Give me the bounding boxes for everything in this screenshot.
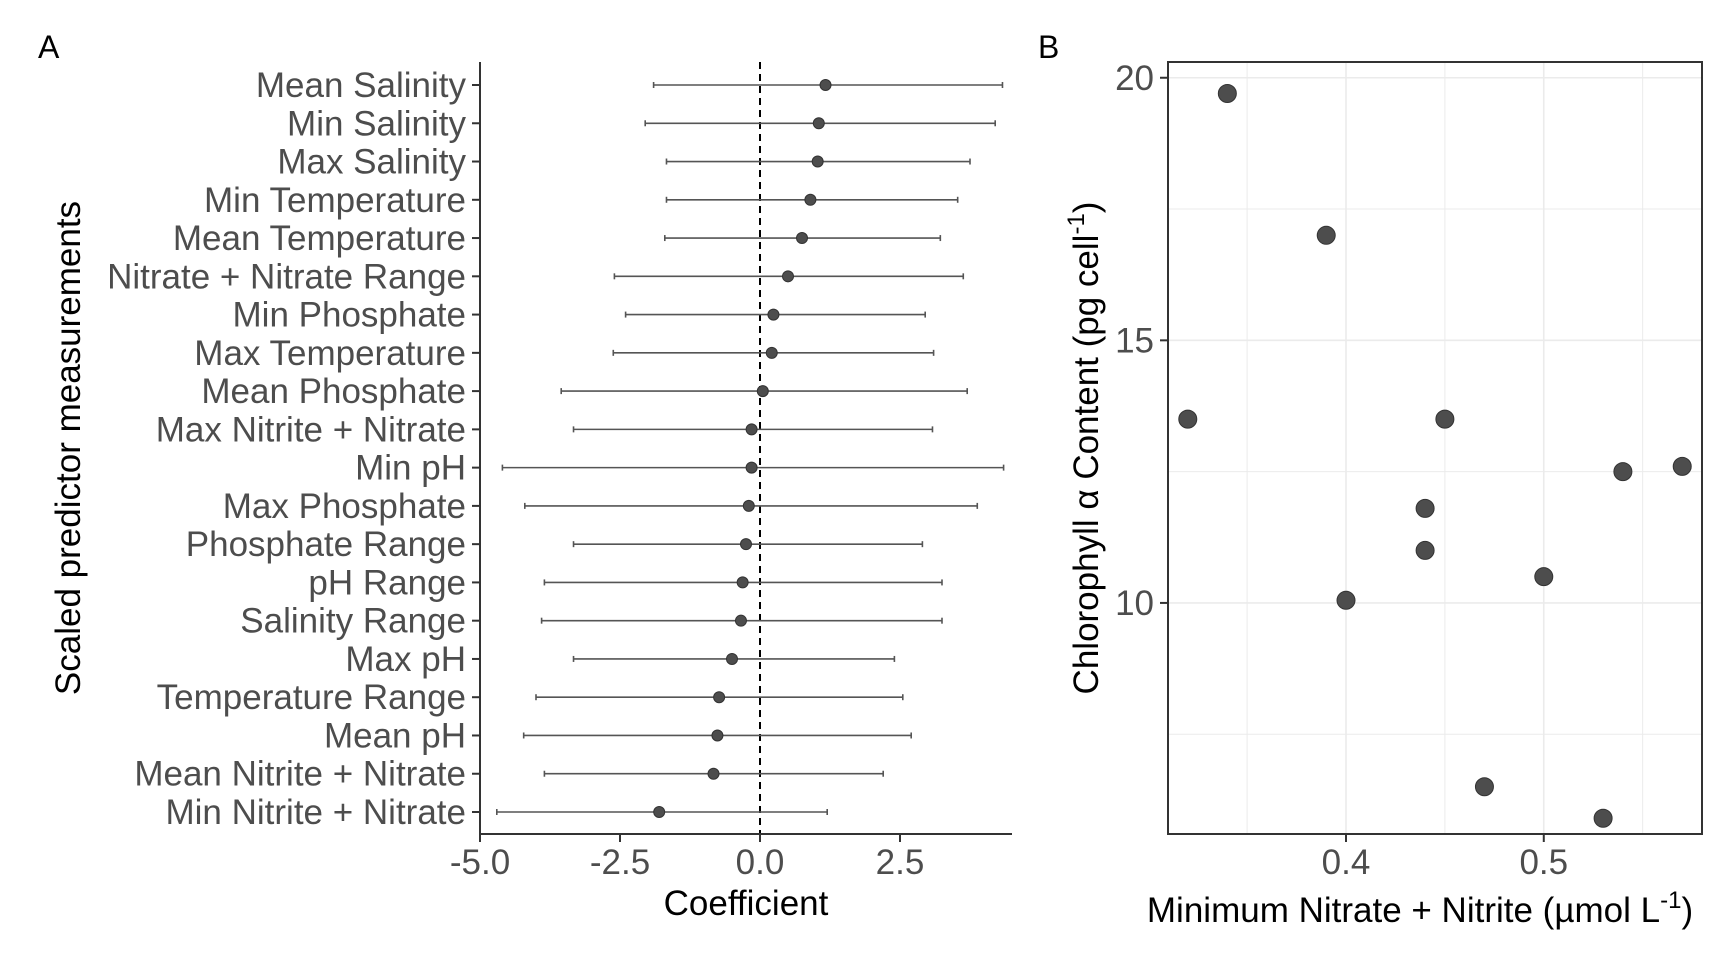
y-tick-label: 20 — [1115, 59, 1154, 98]
y-tick-label: Max pH — [345, 640, 466, 679]
y-tick-label: pH Range — [308, 563, 466, 602]
y-tick-label: Max Phosphate — [223, 487, 466, 526]
panel-b-scatter-plot: B 0.4 0.5 10 15 20 Minimum Nitrate + Nitrit… — [1038, 29, 1703, 930]
estimate-point — [713, 691, 726, 704]
estimate-point — [812, 117, 825, 130]
y-tick-label: Nitrate + Nitrate Range — [107, 257, 466, 296]
panel-a-label: A — [38, 29, 60, 65]
y-tick-label: Salinity Range — [240, 602, 466, 641]
estimate-point — [782, 270, 794, 283]
estimate-point — [711, 729, 724, 742]
panel-b-label: B — [1038, 29, 1059, 65]
panel-b-plot-area — [1168, 62, 1702, 834]
panel-b-y-axis-title-main: Chlorophyll α Content (pg cell — [1067, 235, 1106, 695]
panel-b-y-axis-title: Chlorophyll α Content (pg cell-1) — [1063, 202, 1106, 695]
panel-b-panel-border — [1167, 61, 1703, 835]
panel-b-x-axis-title-end: ) — [1681, 891, 1693, 930]
panel-b-x-axis-title: Minimum Nitrate + Nitrite (µmol L-1) — [1147, 887, 1693, 930]
scatter-point — [1217, 84, 1237, 104]
y-tick-label: 10 — [1115, 584, 1154, 623]
scatter-point — [1435, 409, 1455, 429]
estimate-point — [767, 308, 780, 321]
estimate-point — [811, 155, 824, 168]
y-tick-label: Mean Nitrite + Nitrate — [134, 755, 466, 794]
y-tick-label: Max Temperature — [194, 334, 466, 373]
y-tick-label: Min Phosphate — [233, 296, 466, 335]
panel-b-y-axis-title-sup: -1 — [1063, 213, 1090, 234]
scatter-point — [1336, 590, 1356, 610]
y-tick-label: Min Nitrite + Nitrate — [166, 793, 467, 832]
x-tick-label: 2.5 — [876, 843, 925, 882]
panel-b-x-axis-title-sup: -1 — [1660, 887, 1681, 914]
estimate-point — [745, 461, 758, 474]
panel-a-x-ticks: -5.0 -2.5 0.0 2.5 — [450, 834, 924, 882]
panel-a-x-axis-title: Coefficient — [664, 884, 829, 923]
y-tick-label: 15 — [1115, 321, 1154, 360]
estimate-point — [796, 232, 808, 245]
scatter-point — [1534, 567, 1554, 587]
scatter-point — [1593, 808, 1613, 828]
estimate-point — [804, 193, 817, 206]
panel-a-y-axis-title: Scaled predictor measurements — [49, 201, 88, 695]
scatter-point — [1415, 540, 1435, 560]
panel-b-x-axis-title-main: Minimum Nitrate + Nitrite (µmol L — [1147, 891, 1660, 930]
x-tick-label: -2.5 — [590, 843, 650, 882]
estimate-point — [745, 423, 758, 436]
estimate-point — [734, 614, 747, 627]
panel-b-data-points — [1178, 84, 1692, 828]
scatter-point — [1613, 462, 1633, 482]
estimate-point — [736, 576, 749, 589]
x-tick-label: 0.5 — [1519, 843, 1568, 882]
panel-b-x-ticks: 0.4 0.5 — [1322, 834, 1568, 882]
y-tick-label: Max Salinity — [277, 143, 466, 182]
estimate-point — [742, 499, 755, 512]
estimate-point — [653, 806, 666, 818]
x-tick-label: -5.0 — [450, 843, 510, 882]
estimate-point — [726, 652, 738, 665]
y-tick-label: Mean pH — [324, 716, 466, 755]
scatter-point — [1474, 777, 1494, 797]
estimate-point — [756, 385, 769, 398]
y-tick-label: Temperature Range — [157, 678, 466, 717]
scatter-point — [1178, 409, 1198, 429]
scatter-point — [1672, 456, 1692, 476]
panel-a-estimate-points — [653, 79, 832, 818]
y-tick-label: Phosphate Range — [186, 525, 466, 564]
y-tick-label: Max Nitrite + Nitrate — [156, 410, 466, 449]
y-tick-label: Mean Salinity — [256, 66, 467, 105]
y-tick-label: Mean Temperature — [173, 219, 466, 258]
x-tick-label: 0.4 — [1322, 843, 1371, 882]
scatter-point — [1316, 225, 1336, 245]
y-tick-label: Mean Phosphate — [201, 372, 466, 411]
y-tick-label: Min pH — [355, 449, 466, 488]
panel-b-y-axis-title-end: ) — [1067, 202, 1106, 214]
estimate-point — [819, 79, 832, 91]
scatter-point — [1415, 498, 1435, 518]
y-tick-label: Min Temperature — [204, 181, 466, 220]
estimate-point — [707, 767, 720, 780]
x-tick-label: 0.0 — [736, 843, 785, 882]
panel-b-gridlines — [1168, 62, 1702, 834]
panel-b-y-ticks: 10 15 20 — [1115, 59, 1168, 623]
y-tick-label: Min Salinity — [287, 104, 466, 143]
panel-a-confidence-intervals — [495, 82, 1005, 815]
estimate-point — [765, 346, 778, 359]
estimate-point — [740, 538, 752, 551]
